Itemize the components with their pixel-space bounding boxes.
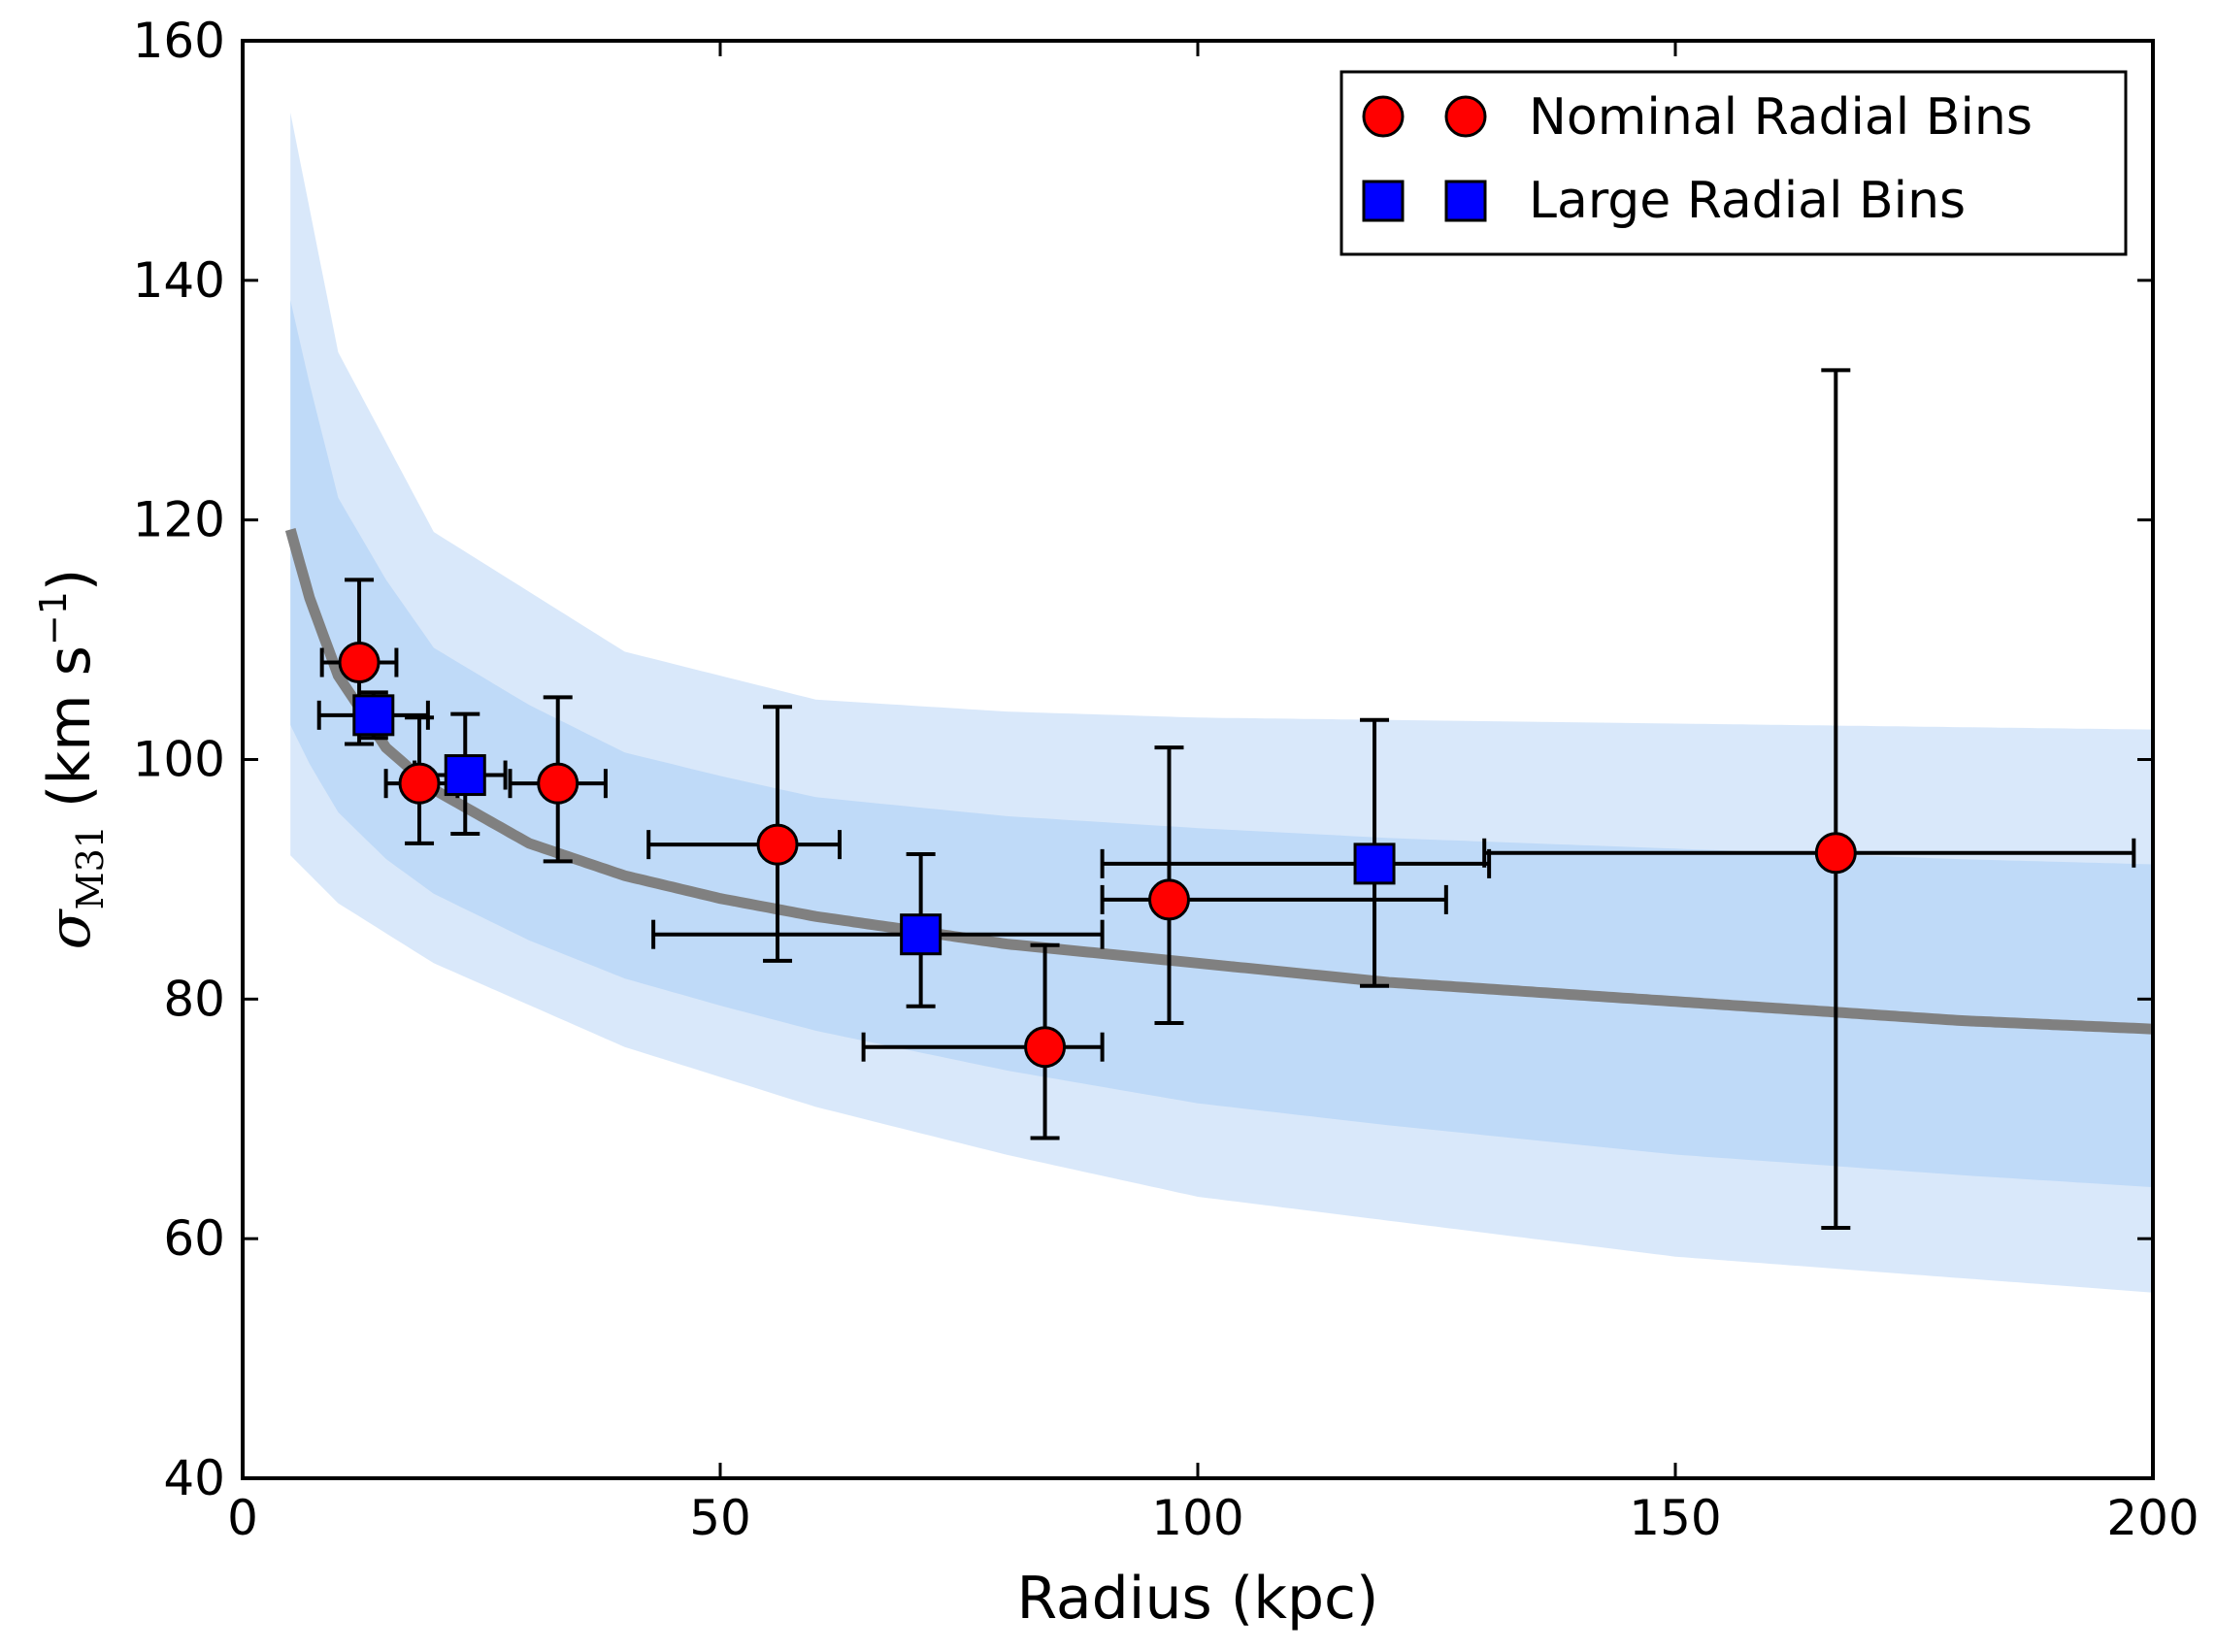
data-point-nominal-4 <box>1024 1026 1067 1069</box>
y-tick-label-6: 160 <box>133 13 225 69</box>
tick-layer <box>241 39 2155 1480</box>
y-tick-label-2: 80 <box>163 971 225 1027</box>
y-axis-label: σM31 (km s−1) <box>32 569 112 950</box>
legend-square-marker-1 <box>1362 180 1405 222</box>
legend-label-large: Large Radial Bins <box>1529 172 1966 230</box>
best-fit-layer <box>284 528 2153 1035</box>
y-axis-units-suffix: ) <box>36 569 104 591</box>
legend: Nominal Radial Bins Large Radial Bins <box>1340 70 2128 256</box>
y-tick-label-3: 100 <box>133 732 225 788</box>
y-axis-subscript: M31 <box>69 825 112 909</box>
data-point-nominal-2 <box>537 762 579 805</box>
best-fit-line <box>284 528 2153 1035</box>
y-axis-units-prefix: (km s <box>36 645 104 808</box>
data-point-nominal-5 <box>1147 878 1190 921</box>
tick-label-layer: 0 50 100 150 200 40 60 80 100 120 140 160 <box>133 13 2199 1546</box>
y-axis-units-exponent: −1 <box>32 591 75 645</box>
x-tick-label-1: 50 <box>689 1490 751 1546</box>
legend-circle-marker-1 <box>1362 95 1405 138</box>
data-point-nominal-1 <box>398 762 441 805</box>
y-tick-label-4: 120 <box>133 492 225 548</box>
y-axis-symbol: σ <box>36 908 104 949</box>
data-point-nominal-3 <box>756 823 799 866</box>
x-tick-label-0: 0 <box>227 1490 258 1546</box>
errorbar-nominal-6 <box>1482 368 2136 1231</box>
legend-label-nominal: Nominal Radial Bins <box>1529 88 2033 147</box>
x-tick-label-4: 200 <box>2106 1490 2199 1546</box>
data-point-large-0 <box>352 694 395 737</box>
legend-circle-marker-2 <box>1444 95 1487 138</box>
y-tick-label-5: 140 <box>133 252 225 309</box>
data-point-large-1 <box>444 754 486 797</box>
errorbar-nominal-2 <box>508 695 608 864</box>
data-point-large-3 <box>1353 843 1396 885</box>
x-tick-label-2: 100 <box>1151 1490 1243 1546</box>
legend-square-marker-2 <box>1444 180 1487 222</box>
data-point-nominal-0 <box>338 642 380 684</box>
y-tick-label-1: 60 <box>163 1210 225 1267</box>
model-band-core <box>290 300 2153 1188</box>
x-tick-label-3: 150 <box>1629 1490 1721 1546</box>
data-point-nominal-6 <box>1814 832 1857 875</box>
y-tick-label-0: 40 <box>163 1450 225 1506</box>
x-axis-label: Radius (kpc) <box>1017 1565 1379 1633</box>
data-point-large-2 <box>900 913 943 956</box>
marker-layer <box>338 642 1857 1069</box>
